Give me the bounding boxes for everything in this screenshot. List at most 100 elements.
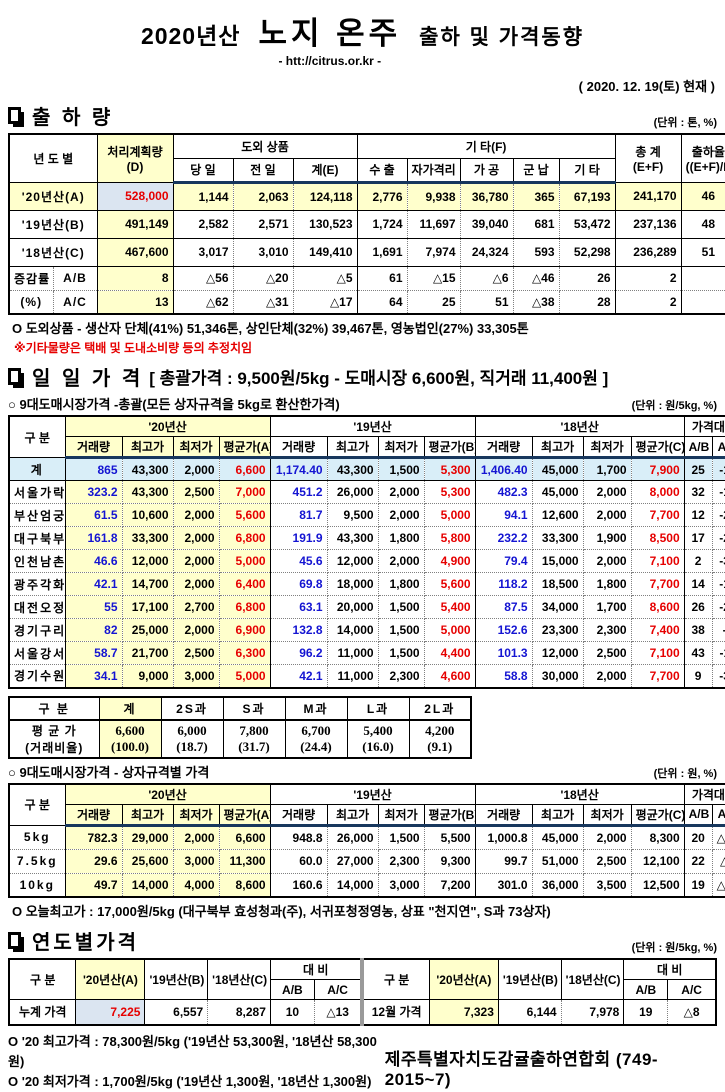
table-cell: 26 [683,595,713,619]
title-subtitle: 출하 및 가격동향 [419,26,585,49]
table-cell [680,266,725,291]
table-cell: 30,000 [531,664,584,688]
table-cell: 3,017 [172,238,234,267]
shipment-note: O 도외상품 - 생산자 단체(41%) 51,346톤, 상인단체(32%) … [12,321,529,336]
size-class-table: 구 분 계 2S과 S과 M과 L과 2L과 평 균 가 (거래비율) 6,600… [8,695,472,759]
col-avg-b: 평균가(B) [423,803,476,827]
table-cell: 4,400 [423,641,476,665]
table-cell: 82 [64,618,123,642]
col-ab: A/B [683,436,713,459]
today-high-note: O 오늘최고가 : 17,000원/5kg (대구북부 효성청과(주), 서귀포… [12,904,551,919]
table-cell: 12,500 [630,873,685,898]
market-name: 인천남촌 [9,549,66,573]
table-cell: △56 [172,266,234,291]
table-cell: 124,118 [292,182,358,211]
table-cell: 22 [683,849,713,874]
table-cell: 39,040 [459,210,514,239]
col-plan-line1: 처리계획량 [107,144,163,159]
table-cell: △31 [711,873,725,898]
table-cell: 45,000 [531,457,584,481]
table-cell: △46 [512,266,560,291]
table-cell: 2 [614,290,682,315]
table-cell: △8 [667,999,717,1025]
row-label: '20년산(A) [8,182,98,211]
table-cell: 2,000 [172,825,220,850]
market-name: 서울강서 [9,641,66,665]
market-subline: ○ 9대도매시장가격 -총괄(모든 상자규격을 5kg로 환산한가격) (단위 … [8,394,717,413]
table-cell: 236,289 [614,238,682,267]
table-cell: 7,323 [428,999,499,1025]
table-row: 광주각화 42.1 14,700 2,000 6,400 69.8 18,000… [9,572,725,596]
table-cell: 69.8 [269,572,328,596]
table-cell: -16 [711,457,725,481]
row-sublabel: A/C [52,290,98,315]
table-cell: 149,410 [292,238,358,267]
table-cell: 25 [406,290,461,315]
table-cell: 29.6 [64,849,123,874]
page-header: 2020년산 노지 온주 - htt://citrus.or.kr - 출하 및… [8,8,717,68]
table-cell: 25,000 [121,618,174,642]
table-cell: 2,000 [582,480,632,504]
table-cell: 5,000 [423,503,476,527]
row-label-line1: 평 균 가 [31,723,77,738]
table-cell: 118.2 [474,572,533,596]
section-title-shipment: 출 하 량 [32,107,114,129]
table-cell: 14,000 [121,873,174,898]
table-cell: 2,000 [377,480,425,504]
table-cell: 161.8 [64,526,123,550]
col-gubun: 구 분 [8,958,77,1000]
table-cell: 2,300 [582,618,632,642]
table-cell: 28 [558,290,616,315]
table-cell: -35 [711,664,725,688]
row-label: 누계 가격 [8,999,77,1025]
table-row: 증감률 A/B 8 △56 △20 △5 61 △15 △6 △46 26 2 [8,266,725,291]
table-cell: 9,300 [423,849,476,874]
table-cell: 4,900 [423,549,476,573]
table-cell: 21,700 [121,641,174,665]
table-cell [680,290,725,315]
table-cell: 1,724 [356,210,408,239]
col-group-compare: 가격대비 [683,783,725,805]
col-y19b: '19년산(B) [497,958,562,1000]
table-cell: 3,000 [377,873,425,898]
table-cell: 8,600 [630,595,685,619]
table-cell: 96.2 [269,641,328,665]
table-cell: 26 [558,266,616,291]
row-label-line2: (거래비율) [25,740,84,755]
section-shipment-header: 출 하 량 (단위 : 톤, %) [8,101,717,130]
table-row: 서울가락 323.2 43,300 2,500 7,000 451.2 26,0… [9,480,725,504]
row-sublabel: A/B [52,266,98,291]
col-processing: 가 공 [459,157,514,184]
table-cell: 6,400 [218,572,271,596]
table-cell: 3,010 [232,238,294,267]
size-ratio: (9.1) [427,738,453,754]
size-price: 6,000 [177,722,207,738]
col-prev: 전 일 [232,157,294,184]
table-cell: 2,776 [356,182,408,211]
col-volume: 거래량 [474,803,533,827]
table-cell: 14,700 [121,572,174,596]
shipment-note-red: ※기타물량은 택배 및 도내소비량 등의 추정치임 [14,341,253,355]
table-row: 누계 가격 7,225 6,557 8,287 10 △13 12월 가격 7,… [8,999,717,1025]
table-cell: 12,000 [326,549,379,573]
table-cell: 482.3 [474,480,533,504]
table-cell: 1,000.8 [474,825,533,850]
table-cell: 67,193 [558,182,616,211]
table-cell: 365 [512,182,560,211]
table-cell: 33,300 [121,526,174,550]
table-cell: 20 [683,825,713,850]
col-rate: 출하율((E+F)/D) [680,133,725,183]
table-cell: 5,300 [423,480,476,504]
col-military: 군 납 [512,157,560,184]
col-ab: A/B [683,803,713,827]
table-cell: -27 [711,503,725,527]
col-y18c: '18년산(C) [560,958,625,1000]
col-high: 최고가 [326,436,379,459]
table-cell: 1,700 [582,595,632,619]
table-cell: 12 [683,503,713,527]
table-cell: 20,000 [326,595,379,619]
section-yearly-header: 연도별가격 (단위 : 원/5kg, %) [8,926,717,955]
table-cell: 6,144 [497,999,562,1025]
section-title-daily: 일 일 가 격 [32,368,144,390]
footer-low-price-note: O '20 최저가격 : 1,700원/5kg ('19년산 1,300원, '… [8,1073,372,1089]
